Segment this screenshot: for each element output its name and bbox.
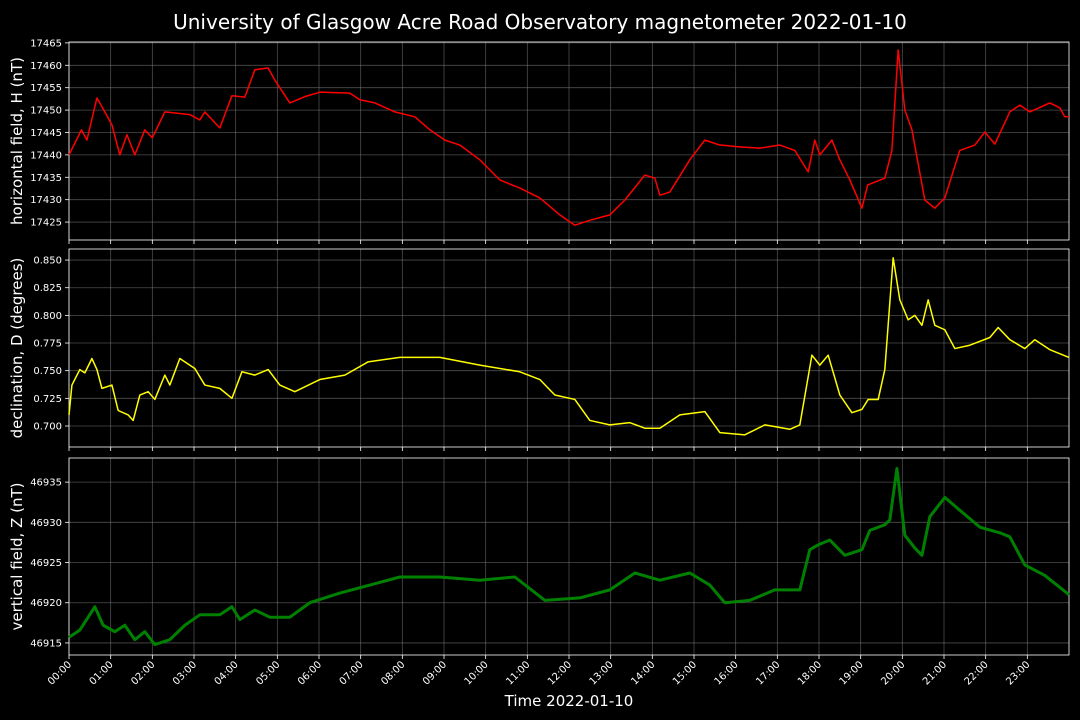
- axes-frame: [68, 457, 1070, 656]
- x-axis-label: Time 2022-01-10: [504, 692, 634, 710]
- y-tick-label: 17465: [30, 38, 62, 49]
- y-axis-label: vertical field, Z (nT): [8, 482, 26, 630]
- axes-frame: [68, 41, 1070, 241]
- y-tick-label: 0.850: [33, 256, 62, 267]
- y-tick-label: 0.750: [33, 366, 62, 377]
- y-tick-label: 0.775: [33, 339, 62, 350]
- figure-title: University of Glasgow Acre Road Observat…: [173, 10, 907, 34]
- y-tick-label: 46935: [30, 478, 62, 489]
- y-tick-label: 46925: [30, 558, 62, 569]
- y-tick-label: 0.700: [33, 421, 62, 432]
- y-tick-label: 46920: [30, 598, 62, 609]
- y-axis-label: declination, D (degrees): [8, 258, 26, 439]
- y-tick-label: 46915: [30, 638, 62, 649]
- y-tick-label: 46930: [30, 518, 62, 529]
- axes-frame: [68, 248, 1070, 448]
- y-tick-label: 17425: [30, 218, 62, 229]
- y-tick-label: 17450: [30, 106, 62, 117]
- y-tick-label: 17430: [30, 195, 62, 206]
- data-line: [68, 49, 1069, 226]
- y-tick-label: 17445: [30, 128, 62, 139]
- data-line: [68, 257, 1070, 436]
- data-line: [68, 466, 1070, 647]
- y-tick-label: 17455: [30, 83, 62, 94]
- y-tick-label: 17460: [30, 61, 62, 72]
- y-tick-label: 0.725: [33, 394, 62, 405]
- y-tick-label: 0.800: [33, 311, 62, 322]
- y-tick-label: 17440: [30, 150, 62, 161]
- y-tick-label: 0.825: [33, 283, 62, 294]
- y-axis-label: horizontal field, H (nT): [8, 57, 26, 225]
- y-tick-label: 17435: [30, 173, 62, 184]
